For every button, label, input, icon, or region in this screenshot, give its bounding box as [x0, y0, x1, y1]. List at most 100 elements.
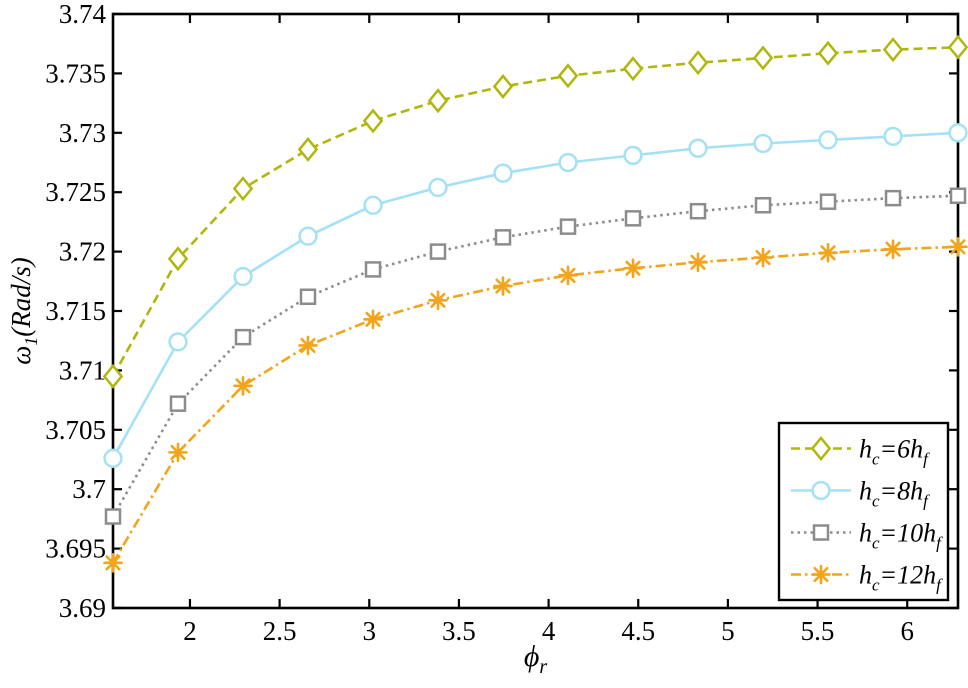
asterisk-marker — [428, 290, 448, 311]
asterisk-marker — [753, 247, 773, 268]
legend-label: hc=12hf — [859, 561, 943, 595]
asterisk-marker — [558, 265, 578, 286]
x-tick-label: 3 — [363, 616, 377, 646]
circle-marker — [428, 177, 448, 198]
y-tick-label: 3.735 — [45, 58, 106, 88]
diamond-marker — [752, 45, 774, 71]
diamond-marker — [102, 363, 124, 389]
asterisk-marker — [103, 553, 123, 573]
legend-item-hc=12hf: hc=12hf — [791, 561, 943, 595]
series-markers-hc=8hf — [103, 123, 968, 468]
square-marker — [819, 193, 837, 210]
asterisk-marker — [363, 309, 383, 330]
asterisk-marker — [818, 242, 838, 263]
x-tick-label: 2 — [183, 616, 197, 646]
square-marker — [494, 229, 512, 246]
asterisk-marker — [883, 239, 903, 260]
asterisk-marker — [811, 564, 831, 585]
x-tick-label: 3.5 — [442, 616, 476, 646]
series-line-hc=12hf — [111, 245, 959, 564]
circle-marker — [753, 133, 773, 154]
circle-marker — [168, 332, 188, 352]
square-marker — [429, 243, 447, 260]
square-marker — [299, 288, 317, 305]
asterisk-marker — [168, 442, 188, 463]
legend-item-hc=10hf: hc=10hf — [791, 519, 943, 553]
diamond-marker — [817, 40, 839, 66]
circle-marker — [363, 195, 383, 215]
circle-marker — [811, 480, 831, 501]
asterisk-marker — [233, 376, 253, 396]
diamond-marker — [687, 50, 709, 76]
y-axis-label: ω1(Rad/s) — [6, 257, 41, 365]
square-marker — [812, 524, 830, 541]
asterisk-marker — [298, 335, 318, 356]
diamond-marker — [167, 246, 189, 272]
square-marker — [364, 261, 382, 278]
square-marker — [104, 508, 122, 525]
y-tick-label: 3.705 — [45, 415, 106, 445]
y-tick-label: 3.72 — [59, 237, 106, 267]
legend-label: hc=8hf — [859, 477, 930, 511]
series-line-hc=6hf — [111, 45, 959, 377]
y-tick-label: 3.69 — [59, 593, 106, 623]
circle-marker — [298, 226, 318, 246]
series-markers-hc=6hf — [102, 34, 968, 389]
diamond-marker — [557, 63, 579, 89]
legend: hc=6hf hc=8hf hc=10hf hc=12hf — [777, 421, 950, 602]
diamond-marker — [882, 37, 904, 63]
asterisk-marker — [493, 276, 513, 296]
x-tick-label: 2.5 — [263, 616, 297, 646]
circle-marker — [103, 448, 123, 468]
asterisk-marker — [948, 237, 968, 257]
square-marker — [949, 187, 967, 205]
series-line-hc=10hf — [111, 194, 959, 518]
legend-item-hc=8hf: hc=8hf — [791, 477, 930, 511]
square-marker — [754, 197, 772, 214]
square-marker — [559, 218, 577, 235]
y-tick-label: 3.7 — [72, 474, 106, 504]
diamond-marker — [492, 73, 514, 99]
y-tick-label: 3.71 — [59, 355, 106, 385]
diamond-marker — [427, 88, 449, 114]
legend-box — [777, 421, 950, 602]
diamond-marker — [810, 436, 832, 461]
x-tick-label: 4 — [542, 616, 556, 646]
diamond-marker — [362, 108, 384, 134]
circle-marker — [233, 266, 253, 287]
y-tick-label: 3.74 — [59, 0, 107, 29]
series-markers-hc=12hf — [103, 237, 968, 573]
x-tick-label: 4.5 — [621, 616, 655, 646]
series-markers-hc=10hf — [104, 187, 967, 525]
diamond-marker — [232, 176, 254, 202]
circle-marker — [883, 126, 903, 147]
x-tick-label: 6 — [900, 616, 914, 646]
circle-marker — [558, 152, 578, 173]
y-tick-label: 3.73 — [59, 118, 106, 148]
y-tick-label: 3.725 — [45, 177, 106, 207]
square-marker — [689, 202, 707, 220]
asterisk-marker — [623, 258, 643, 279]
circle-marker — [688, 138, 708, 158]
x-axis-label: ϕr — [524, 640, 548, 678]
diamond-marker — [622, 56, 644, 82]
square-marker — [884, 189, 902, 207]
series-line-hc=8hf — [111, 131, 959, 459]
square-marker — [169, 395, 187, 412]
square-marker — [624, 210, 642, 227]
diamond-marker — [947, 34, 968, 60]
square-marker — [234, 328, 252, 346]
x-tick-label: 5.5 — [801, 616, 835, 646]
circle-marker — [493, 163, 513, 183]
x-tick-label: 5 — [721, 616, 735, 646]
y-tick-label: 3.695 — [45, 534, 106, 564]
asterisk-marker — [688, 252, 708, 273]
legend-label: hc=10hf — [859, 519, 943, 553]
diamond-marker — [297, 136, 319, 162]
legend-label: hc=6hf — [859, 435, 930, 469]
legend-item-hc=6hf: hc=6hf — [791, 435, 930, 469]
y-tick-label: 3.715 — [45, 296, 106, 326]
circle-marker — [818, 130, 838, 150]
